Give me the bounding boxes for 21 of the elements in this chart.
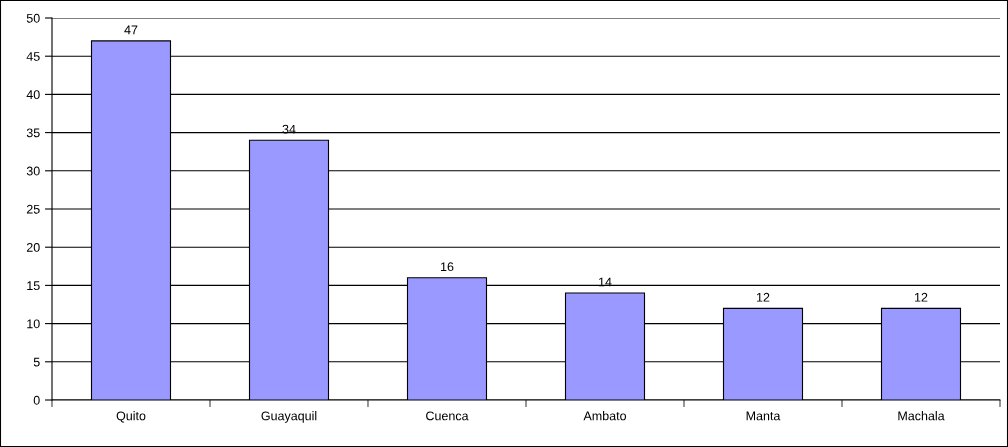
data-label: 47 (124, 25, 138, 35)
x-tick-label: Quito (116, 411, 146, 423)
x-tick-label: Ambato (583, 411, 627, 421)
x-tick-label: Machala (898, 411, 945, 421)
y-tick-label: 10 (27, 319, 40, 329)
y-tick-label: 45 (26, 52, 40, 61)
y-tick-label: 0 (33, 395, 40, 405)
data-label: 16 (441, 262, 454, 272)
data-label: 12 (757, 292, 770, 302)
x-tick-label: Cuenca (426, 411, 469, 421)
y-tick-label: 15 (27, 281, 40, 291)
x-tick-label: Guayaquil (261, 411, 317, 423)
y-tick-label: 35 (26, 128, 40, 138)
y-tick-label: 25 (26, 204, 40, 214)
data-label: 12 (915, 292, 928, 302)
y-tick-label: 30 (26, 166, 40, 176)
y-tick-label: 50 (26, 13, 40, 23)
y-tick-label: 40 (26, 90, 40, 100)
y-tick-label: 5 (33, 357, 40, 367)
y-tick-label: 20 (26, 243, 40, 252)
x-tick-label: Manta (746, 411, 781, 421)
